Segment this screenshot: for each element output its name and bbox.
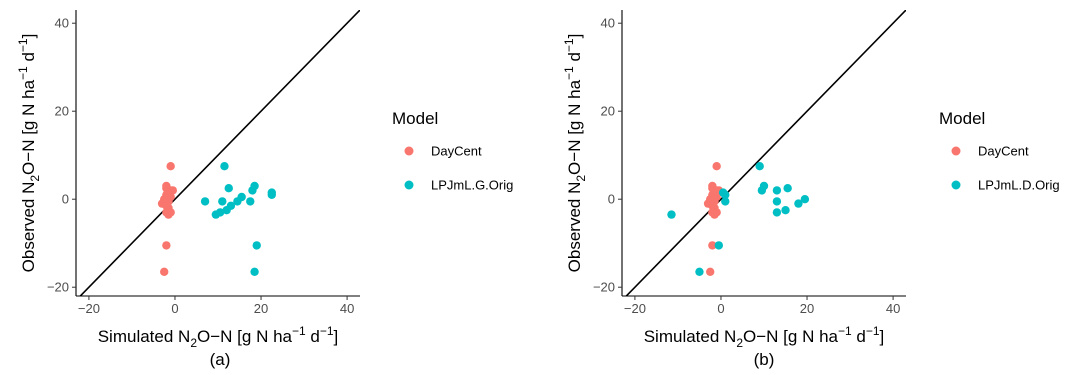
panel-label: (a) xyxy=(210,350,231,369)
y-tick-label: 20 xyxy=(55,104,69,119)
data-point-lpjml xyxy=(224,184,233,193)
y-tick-label: 20 xyxy=(601,104,615,119)
data-point-daycent xyxy=(706,267,715,276)
legend-key xyxy=(404,180,414,190)
data-point-daycent xyxy=(708,241,717,250)
legend-label: LPJmL.D.Orig xyxy=(978,178,1060,193)
data-point-lpjml xyxy=(714,241,724,250)
legend-title: Model xyxy=(939,109,985,128)
data-point-lpjml xyxy=(250,267,259,276)
legend-title: Model xyxy=(392,109,438,128)
legend-label: LPJmL.G.Orig xyxy=(431,178,513,193)
x-tick-label: −20 xyxy=(78,301,100,316)
legend: Model DayCent LPJmL.D.Orig xyxy=(939,109,1060,193)
data-point-lpjml xyxy=(246,197,255,206)
data-point-lpjml xyxy=(759,181,769,191)
y-tick-label: 0 xyxy=(62,192,69,207)
data-point-lpjml xyxy=(252,241,261,250)
data-point-lpjml xyxy=(772,186,782,195)
legend-label: DayCent xyxy=(431,144,482,159)
x-tick-label: −20 xyxy=(624,301,646,316)
y-axis-title: Observed N2O−N [g N ha−1 d−1] xyxy=(562,34,588,273)
legend: Model DayCent LPJmL.G.Orig xyxy=(392,109,513,193)
x-axis-title: Simulated N2O−N [g N ha−1 d−1] xyxy=(98,324,339,350)
data-point-lpjml xyxy=(237,192,246,202)
panel-label: (b) xyxy=(754,350,775,369)
data-point-lpjml xyxy=(250,181,259,191)
data-point-lpjml xyxy=(218,197,227,206)
data-point-daycent xyxy=(166,162,175,171)
data-point-lpjml xyxy=(781,206,790,215)
x-tick-label: 40 xyxy=(886,301,900,316)
x-axis-title: Simulated N2O−N [g N ha−1 d−1] xyxy=(644,324,885,350)
identity-line xyxy=(625,10,906,296)
x-tick-label: 0 xyxy=(171,301,178,316)
y-axis-title: Observed N2O−N [g N ha−1 d−1] xyxy=(16,34,42,273)
legend-label: DayCent xyxy=(978,144,1029,159)
y-tick-label: −20 xyxy=(47,280,69,295)
y-tick-label: 0 xyxy=(608,192,615,207)
data-point-lpjml xyxy=(667,210,676,219)
data-point-lpjml xyxy=(721,197,730,206)
data-point-lpjml xyxy=(772,208,782,217)
x-tick-label: 40 xyxy=(340,301,354,316)
x-tick-label: 0 xyxy=(717,301,724,316)
y-tick-label: −20 xyxy=(593,280,615,295)
y-tick-label: 40 xyxy=(55,16,69,31)
data-point-lpjml xyxy=(783,184,792,193)
data-point-lpjml xyxy=(226,201,236,210)
data-point-lpjml xyxy=(215,208,225,217)
data-point-lpjml xyxy=(267,190,276,199)
identity-line xyxy=(79,10,360,296)
data-point-lpjml xyxy=(695,267,704,276)
data-point-lpjml xyxy=(800,195,810,204)
data-point-daycent xyxy=(164,210,173,219)
y-tick-label: 40 xyxy=(601,16,615,31)
data-point-lpjml xyxy=(200,197,210,206)
data-point-daycent xyxy=(710,210,719,219)
data-point-lpjml xyxy=(721,190,730,199)
legend-key xyxy=(404,146,414,156)
data-point-lpjml xyxy=(794,199,803,208)
data-point-daycent xyxy=(712,162,721,171)
data-point-lpjml xyxy=(220,162,229,171)
x-tick-label: 20 xyxy=(800,301,814,316)
data-point-lpjml xyxy=(772,197,782,206)
data-point-daycent xyxy=(162,241,171,250)
data-point-daycent xyxy=(160,267,169,276)
data-point-lpjml xyxy=(755,162,764,171)
legend-key xyxy=(951,180,961,190)
x-tick-label: 20 xyxy=(254,301,268,316)
legend-key xyxy=(951,146,961,156)
